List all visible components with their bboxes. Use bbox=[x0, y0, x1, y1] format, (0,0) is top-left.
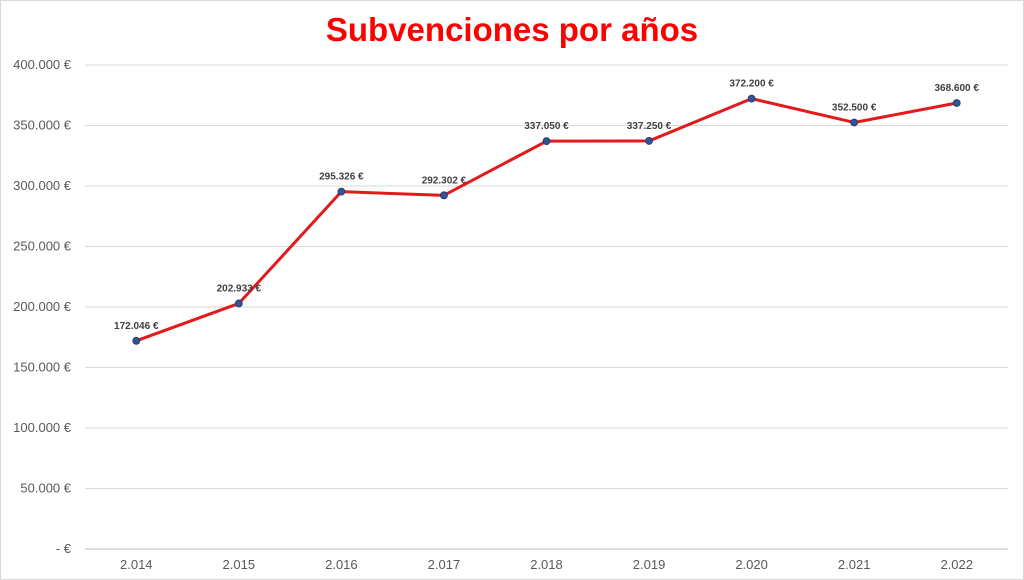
y-tick-label: 100.000 € bbox=[13, 420, 72, 435]
x-tick-label: 2.015 bbox=[223, 557, 256, 572]
data-point bbox=[645, 137, 653, 145]
x-tick-label: 2.020 bbox=[735, 557, 768, 572]
x-tick-label: 2.021 bbox=[838, 557, 871, 572]
data-label: 295.326 € bbox=[319, 172, 364, 183]
data-label: 292.302 € bbox=[422, 175, 467, 186]
data-labels: 172.046 € 202.933 € 295.326 € 292.302 € 337.… bbox=[114, 79, 979, 332]
data-point bbox=[952, 99, 961, 107]
series-line-group bbox=[132, 94, 961, 345]
data-point bbox=[850, 118, 859, 127]
data-point bbox=[542, 137, 551, 146]
y-tick-label: 250.000 € bbox=[13, 239, 72, 254]
data-label: 172.046 € bbox=[114, 321, 159, 332]
x-tick-label: 2.019 bbox=[633, 557, 666, 572]
data-label: 372.200 € bbox=[729, 79, 774, 90]
y-tick-label: - € bbox=[56, 541, 72, 556]
y-axis-ticks: - € 50.000 € 100.000 € 150.000 € 200.000 € 25… bbox=[13, 57, 72, 556]
x-tick-label: 2.014 bbox=[120, 557, 153, 572]
x-tick-label: 2.016 bbox=[325, 557, 358, 572]
x-tick-label: 2.017 bbox=[428, 557, 461, 572]
data-label: 368.600 € bbox=[934, 83, 979, 94]
data-point bbox=[234, 299, 243, 308]
x-axis-ticks: 2.014 2.015 2.016 2.017 2.018 2.019 2.020 2.021… bbox=[120, 557, 973, 572]
data-label: 202.933 € bbox=[217, 283, 262, 294]
data-label: 352.500 € bbox=[832, 102, 877, 113]
y-tick-label: 150.000 € bbox=[13, 360, 72, 375]
data-point bbox=[132, 336, 141, 345]
chart-title: Subvenciones por años bbox=[325, 11, 699, 48]
data-label: 337.250 € bbox=[627, 121, 672, 132]
data-point bbox=[440, 191, 448, 200]
x-tick-label: 2.022 bbox=[940, 557, 973, 572]
y-tick-label: 200.000 € bbox=[13, 299, 72, 314]
data-point bbox=[337, 187, 346, 196]
gridlines bbox=[85, 64, 1008, 550]
y-tick-label: 400.000 € bbox=[13, 57, 72, 72]
data-point bbox=[747, 94, 756, 103]
data-label: 337.050 € bbox=[524, 121, 569, 132]
y-tick-label: 50.000 € bbox=[20, 481, 71, 496]
y-tick-label: 350.000 € bbox=[13, 118, 72, 133]
x-tick-label: 2.018 bbox=[530, 557, 563, 572]
y-tick-label: 300.000 € bbox=[13, 178, 72, 193]
series-line bbox=[134, 97, 959, 343]
